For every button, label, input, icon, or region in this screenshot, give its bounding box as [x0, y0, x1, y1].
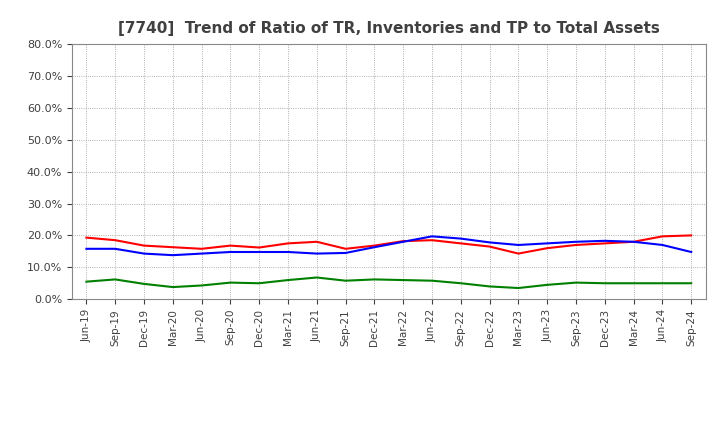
- Inventories: [428, 234, 436, 239]
- Inventories: [658, 242, 667, 248]
- Trade Payables: [82, 279, 91, 284]
- Trade Payables: [543, 282, 552, 287]
- Trade Receivables: [370, 243, 379, 248]
- Inventories: [485, 240, 494, 245]
- Inventories: [399, 239, 408, 245]
- Trade Payables: [226, 280, 235, 285]
- Trade Receivables: [658, 234, 667, 239]
- Trade Payables: [197, 283, 206, 288]
- Inventories: [140, 251, 148, 256]
- Inventories: [255, 249, 264, 255]
- Trade Payables: [140, 281, 148, 286]
- Line: Inventories: Inventories: [86, 236, 691, 255]
- Inventories: [600, 238, 609, 243]
- Trade Payables: [399, 278, 408, 283]
- Trade Receivables: [140, 243, 148, 248]
- Trade Payables: [111, 277, 120, 282]
- Trade Payables: [485, 284, 494, 289]
- Inventories: [456, 236, 465, 241]
- Trade Receivables: [543, 246, 552, 251]
- Trade Payables: [284, 278, 292, 283]
- Trade Receivables: [226, 243, 235, 248]
- Inventories: [341, 250, 350, 256]
- Inventories: [629, 239, 638, 245]
- Trade Payables: [600, 281, 609, 286]
- Line: Trade Payables: Trade Payables: [86, 278, 691, 288]
- Inventories: [168, 253, 177, 258]
- Trade Receivables: [629, 239, 638, 245]
- Line: Trade Receivables: Trade Receivables: [86, 235, 691, 253]
- Trade Payables: [572, 280, 580, 285]
- Trade Receivables: [456, 241, 465, 246]
- Inventories: [687, 249, 696, 255]
- Inventories: [370, 245, 379, 250]
- Trade Payables: [687, 281, 696, 286]
- Title: [7740]  Trend of Ratio of TR, Inventories and TP to Total Assets: [7740] Trend of Ratio of TR, Inventories…: [118, 21, 660, 36]
- Inventories: [312, 251, 321, 256]
- Inventories: [572, 239, 580, 245]
- Trade Receivables: [197, 246, 206, 251]
- Trade Receivables: [485, 244, 494, 249]
- Trade Payables: [428, 278, 436, 283]
- Trade Payables: [629, 281, 638, 286]
- Trade Payables: [514, 286, 523, 291]
- Inventories: [226, 249, 235, 255]
- Trade Receivables: [111, 238, 120, 243]
- Trade Payables: [255, 281, 264, 286]
- Inventories: [197, 251, 206, 256]
- Trade Receivables: [428, 238, 436, 243]
- Trade Payables: [658, 281, 667, 286]
- Inventories: [543, 241, 552, 246]
- Trade Payables: [168, 284, 177, 290]
- Trade Payables: [341, 278, 350, 283]
- Inventories: [514, 242, 523, 248]
- Trade Receivables: [255, 245, 264, 250]
- Trade Receivables: [514, 251, 523, 256]
- Trade Receivables: [284, 241, 292, 246]
- Inventories: [284, 249, 292, 255]
- Trade Receivables: [572, 242, 580, 248]
- Trade Receivables: [600, 241, 609, 246]
- Inventories: [82, 246, 91, 251]
- Trade Receivables: [687, 233, 696, 238]
- Trade Receivables: [168, 245, 177, 250]
- Trade Payables: [370, 277, 379, 282]
- Trade Payables: [312, 275, 321, 280]
- Trade Receivables: [82, 235, 91, 240]
- Trade Receivables: [312, 239, 321, 245]
- Trade Payables: [456, 281, 465, 286]
- Inventories: [111, 246, 120, 251]
- Trade Receivables: [341, 246, 350, 251]
- Trade Receivables: [399, 238, 408, 244]
